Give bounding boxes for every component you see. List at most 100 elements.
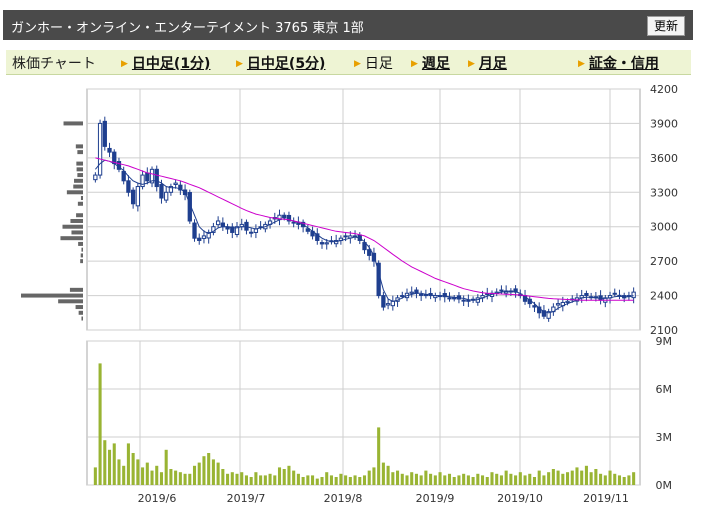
- candle-body: [249, 231, 254, 234]
- nav-monthly[interactable]: ▶ 月足: [468, 56, 507, 72]
- price-panel: [86, 88, 641, 331]
- volume-bar: [339, 473, 343, 485]
- volume-bar: [320, 477, 324, 485]
- x-tick-label: 2019/7: [227, 492, 266, 505]
- candle-body: [367, 249, 372, 256]
- nav-weekly[interactable]: ▶ 週足: [411, 56, 450, 72]
- volume-bar: [547, 472, 551, 485]
- volume-y-tick-label: 3M: [656, 431, 673, 444]
- volume-bar: [476, 473, 480, 485]
- candle-body: [447, 297, 452, 300]
- candle-body: [532, 305, 537, 308]
- volume-bar: [188, 473, 192, 485]
- candle-body: [286, 214, 292, 222]
- volume-bar: [438, 472, 442, 485]
- volume-panel: [86, 340, 641, 486]
- candle-body: [452, 297, 457, 300]
- volume-profile-bar: [81, 316, 83, 321]
- candle-body: [508, 290, 514, 293]
- candle-body: [97, 122, 103, 176]
- candle-body: [409, 291, 414, 294]
- volume-bar: [226, 473, 230, 485]
- candle-body: [201, 235, 207, 239]
- candle-body: [612, 292, 617, 295]
- candle-body: [537, 306, 542, 314]
- volume-bar: [617, 475, 622, 485]
- candle-body: [211, 226, 216, 233]
- volume-bar: [122, 465, 126, 485]
- volume-profile-bar: [58, 299, 83, 304]
- volume-profile-bar: [80, 196, 83, 201]
- volume-bar: [391, 472, 395, 485]
- volume-bar: [155, 465, 159, 485]
- candle-body: [244, 221, 249, 231]
- candle-body: [423, 293, 429, 297]
- volume-profile-bar: [69, 287, 83, 292]
- candle-body: [494, 291, 499, 294]
- volume-bar: [117, 459, 121, 485]
- volume-bar: [107, 449, 112, 485]
- refresh-button[interactable]: 更新: [646, 16, 685, 36]
- volume-bar: [277, 467, 282, 485]
- candle-body: [527, 298, 532, 305]
- nav-margin-credit[interactable]: ▶ 証金・信用: [578, 56, 659, 72]
- candle-body: [390, 300, 395, 307]
- candle-body: [428, 293, 433, 297]
- volume-bar: [268, 473, 272, 485]
- candle-body: [400, 295, 405, 298]
- nav-intraday-5min[interactable]: ▶ 日中足(5分): [236, 56, 326, 72]
- candle-body: [546, 311, 551, 319]
- volume-bar: [386, 465, 390, 485]
- candle-body: [617, 294, 622, 297]
- volume-bar: [504, 470, 508, 485]
- volume-profile-bar: [63, 121, 83, 126]
- nav-intraday-1min[interactable]: ▶ 日中足(1分): [121, 56, 211, 72]
- candle-body: [480, 295, 485, 299]
- candle-body: [230, 226, 235, 233]
- volume-bar: [207, 453, 211, 485]
- volume-bar: [348, 477, 352, 485]
- volume-bar: [131, 453, 135, 485]
- volume-bar: [159, 472, 163, 485]
- volume-bar: [174, 470, 178, 485]
- candle-body: [598, 295, 603, 301]
- candle-body: [579, 295, 584, 299]
- volume-bar: [259, 475, 263, 485]
- volume-bar: [235, 473, 239, 485]
- candle-body: [310, 230, 315, 237]
- volume-bar: [254, 472, 258, 485]
- volume-profile-bar: [77, 150, 83, 155]
- volume-bar: [603, 475, 607, 485]
- candle-body: [343, 235, 348, 238]
- volume-bar: [358, 477, 362, 485]
- candle-body: [348, 235, 353, 239]
- volume-bar: [622, 477, 626, 485]
- volume-bar: [202, 456, 206, 485]
- volume-bar: [244, 475, 248, 485]
- volume-bar: [471, 477, 475, 485]
- volume-bar: [594, 469, 598, 485]
- volume-profile-bar: [75, 305, 83, 310]
- candle-body: [329, 240, 334, 243]
- volume-bar: [306, 475, 310, 485]
- candle-body: [272, 217, 277, 220]
- candle-body: [522, 295, 528, 302]
- volume-bar: [495, 473, 499, 485]
- candle-body: [574, 297, 580, 302]
- volume-bar: [334, 477, 338, 485]
- x-tick-label: 2019/9: [416, 492, 455, 505]
- volume-profile-bar: [80, 259, 83, 264]
- volume-bar: [263, 475, 267, 485]
- candle-body: [588, 296, 594, 299]
- volume-bar: [301, 477, 305, 485]
- volume-bar: [230, 472, 234, 485]
- volume-bar: [192, 465, 197, 485]
- candle-body: [145, 172, 150, 182]
- candle-body: [102, 120, 107, 147]
- price-y-tick-label: 4200: [650, 83, 678, 96]
- moving-average-short-line: [95, 159, 634, 314]
- candle-body: [499, 289, 504, 292]
- candle-body: [220, 222, 226, 228]
- volume-bar: [249, 477, 253, 485]
- candle-body: [173, 182, 178, 185]
